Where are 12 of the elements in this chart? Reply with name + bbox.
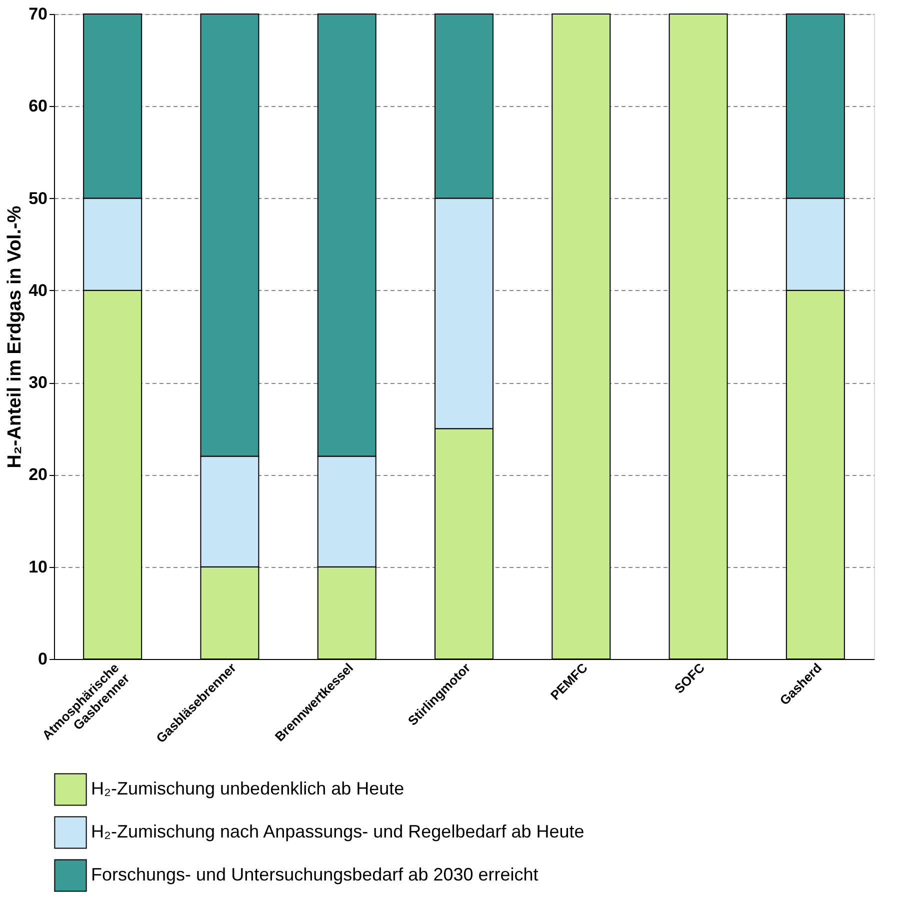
legend-label: H₂-Zumischung nach Anpassungs- und Regelbedarf ab Heute [91,822,584,842]
y-axis-title: H₂-Anteil im Erdgas in Vol.-% [4,206,26,468]
y-tick-label: 0 [38,650,48,668]
legend-label: H₂-Zumischung unbedenklich ab Heute [91,778,404,798]
y-tick-label: 50 [28,188,48,208]
y-tick-label: 20 [28,465,48,484]
y-tick-label: 40 [28,280,48,300]
y-tick-label: 10 [28,557,48,576]
y-tick-label: 70 [28,4,48,24]
y-tick-label: 30 [28,373,48,392]
y-tick-label: 60 [28,96,48,116]
legend-label: Forschungs- und Untersuchungsbedarf ab 2030 erreicht [91,864,538,884]
